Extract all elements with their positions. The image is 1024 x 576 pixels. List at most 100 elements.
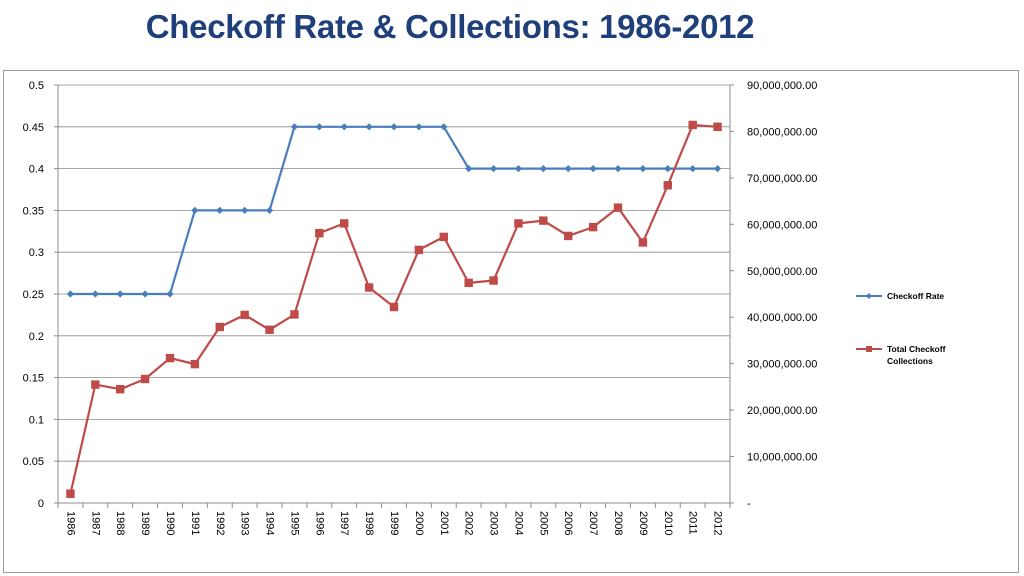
chart-frame: 0 0.05 0.1 0.15 0.2 0.25 0.3 0.35 0.4 0.45 0.5 - 10,… [3, 70, 1019, 573]
series-2-point [66, 489, 75, 498]
y-left-tick-label: 0.4 [29, 164, 44, 176]
x-tick-label: 1986 [64, 511, 76, 535]
y-left-tick-label: 0.45 [23, 122, 44, 134]
series-2-point [315, 228, 324, 238]
series-2-point [340, 219, 349, 228]
series-1-point [415, 123, 423, 131]
chart-title: Checkoff Rate & Collections: 1986-2012 [145, 8, 755, 45]
series-2-point [564, 231, 573, 241]
y-right-tick-label: 10,000,000.00 [747, 452, 817, 464]
series-2-point [389, 302, 399, 312]
series-1-point [539, 165, 547, 173]
y-right-tick-label: 60,000,000.00 [747, 219, 817, 231]
x-tick-label: 1993 [239, 511, 251, 535]
y-right-tick-label: 70,000,000.00 [747, 173, 817, 185]
x-tick-label: 2002 [463, 511, 475, 535]
x-tick-label: 2012 [712, 511, 724, 535]
series-1-point [639, 165, 647, 173]
series-1-point [241, 206, 249, 214]
series-2-point [240, 310, 249, 320]
series-2-point [116, 385, 125, 394]
y-left-tick-label: 0.15 [23, 373, 44, 385]
x-tick-label: 2010 [662, 511, 674, 535]
series-1-point [440, 123, 448, 131]
y-left-tick-label: 0.5 [29, 80, 44, 92]
series-2-point [215, 322, 224, 332]
legend-marker [866, 346, 872, 352]
y-left-tick-label: 0.2 [29, 331, 44, 343]
x-tick-label: 1992 [214, 511, 226, 535]
y-right-tick-label: - [747, 498, 751, 510]
x-tick-label: 1988 [114, 511, 126, 535]
series-1-point [265, 206, 274, 214]
series-1-point [713, 165, 722, 173]
x-tick-label: 1994 [264, 511, 276, 535]
x-tick-label: 1991 [189, 511, 201, 535]
y-left-tick-label: 0.05 [23, 456, 44, 468]
series-2-point [713, 122, 722, 131]
series-1-point [315, 123, 323, 131]
x-tick-label: 2001 [438, 511, 450, 535]
y-left-tick-label: 0 [38, 498, 44, 510]
series-1-point [614, 165, 622, 173]
series-1-point [664, 165, 672, 173]
series-1-point [91, 290, 99, 298]
series-2-point [165, 353, 175, 363]
series-2-point [638, 238, 648, 247]
legend-marker [866, 293, 872, 299]
series-1-point [191, 206, 199, 214]
x-tick-label: 2009 [637, 511, 649, 535]
x-tick-label: 1995 [288, 511, 300, 535]
legend-label: Collections [887, 356, 933, 366]
y-left-tick-label: 0.35 [23, 205, 44, 217]
series-2-point [539, 216, 548, 225]
series-2-point [364, 283, 374, 292]
series-2-point [265, 325, 274, 334]
y-right-tick-label: 30,000,000.00 [747, 359, 817, 371]
series-1-point [365, 123, 373, 131]
y-right-tick-label: 80,000,000.00 [747, 126, 817, 138]
x-tick-label: 2008 [612, 511, 624, 535]
x-tick-label: 1997 [338, 511, 350, 535]
y-right-tick-label: 20,000,000.00 [747, 405, 817, 417]
series-2-point [688, 120, 697, 130]
series-2-point [588, 222, 598, 232]
series-1-point [390, 123, 398, 131]
series-2-point [464, 278, 473, 288]
y-left-tick-label: 0.25 [23, 289, 44, 301]
series-2-point [190, 359, 200, 369]
series-1-point [166, 290, 174, 298]
series-2-point [514, 219, 523, 228]
legend-label: Total Checkoff [887, 344, 946, 354]
x-tick-label: 1990 [164, 511, 176, 535]
y-right-tick-label: 90,000,000.00 [747, 80, 817, 92]
x-tick-label: 2005 [537, 511, 549, 535]
x-tick-label: 1998 [363, 511, 375, 535]
series-1-point [465, 165, 473, 173]
series-1-point [589, 165, 597, 173]
series-1-point [689, 165, 697, 173]
x-tick-label: 2000 [413, 511, 425, 535]
y-right-tick-label: 50,000,000.00 [747, 266, 817, 278]
x-tick-label: 1996 [313, 511, 325, 535]
x-tick-label: 2006 [562, 511, 574, 535]
x-tick-label: 1987 [89, 511, 101, 535]
series-2-point [91, 380, 100, 389]
series-1-point [216, 206, 224, 214]
legend-label: Checkoff Rate [887, 291, 944, 301]
series-1-point [340, 123, 348, 131]
series-1-point [290, 123, 299, 131]
series-1-point [66, 290, 75, 298]
series-1-point [489, 165, 498, 173]
series-1-point [116, 290, 124, 298]
y-left-tick-label: 0.3 [29, 247, 44, 259]
y-left-tick-label: 0.1 [29, 414, 44, 426]
y-right-tick-label: 40,000,000.00 [747, 312, 817, 324]
x-tick-label: 1989 [139, 511, 151, 535]
series-2-point [140, 374, 150, 384]
x-tick-label: 2011 [687, 511, 699, 535]
series-2-point [439, 232, 448, 242]
series-2-point [414, 245, 424, 255]
x-tick-label: 1999 [388, 511, 400, 535]
x-tick-label: 2007 [587, 511, 599, 535]
